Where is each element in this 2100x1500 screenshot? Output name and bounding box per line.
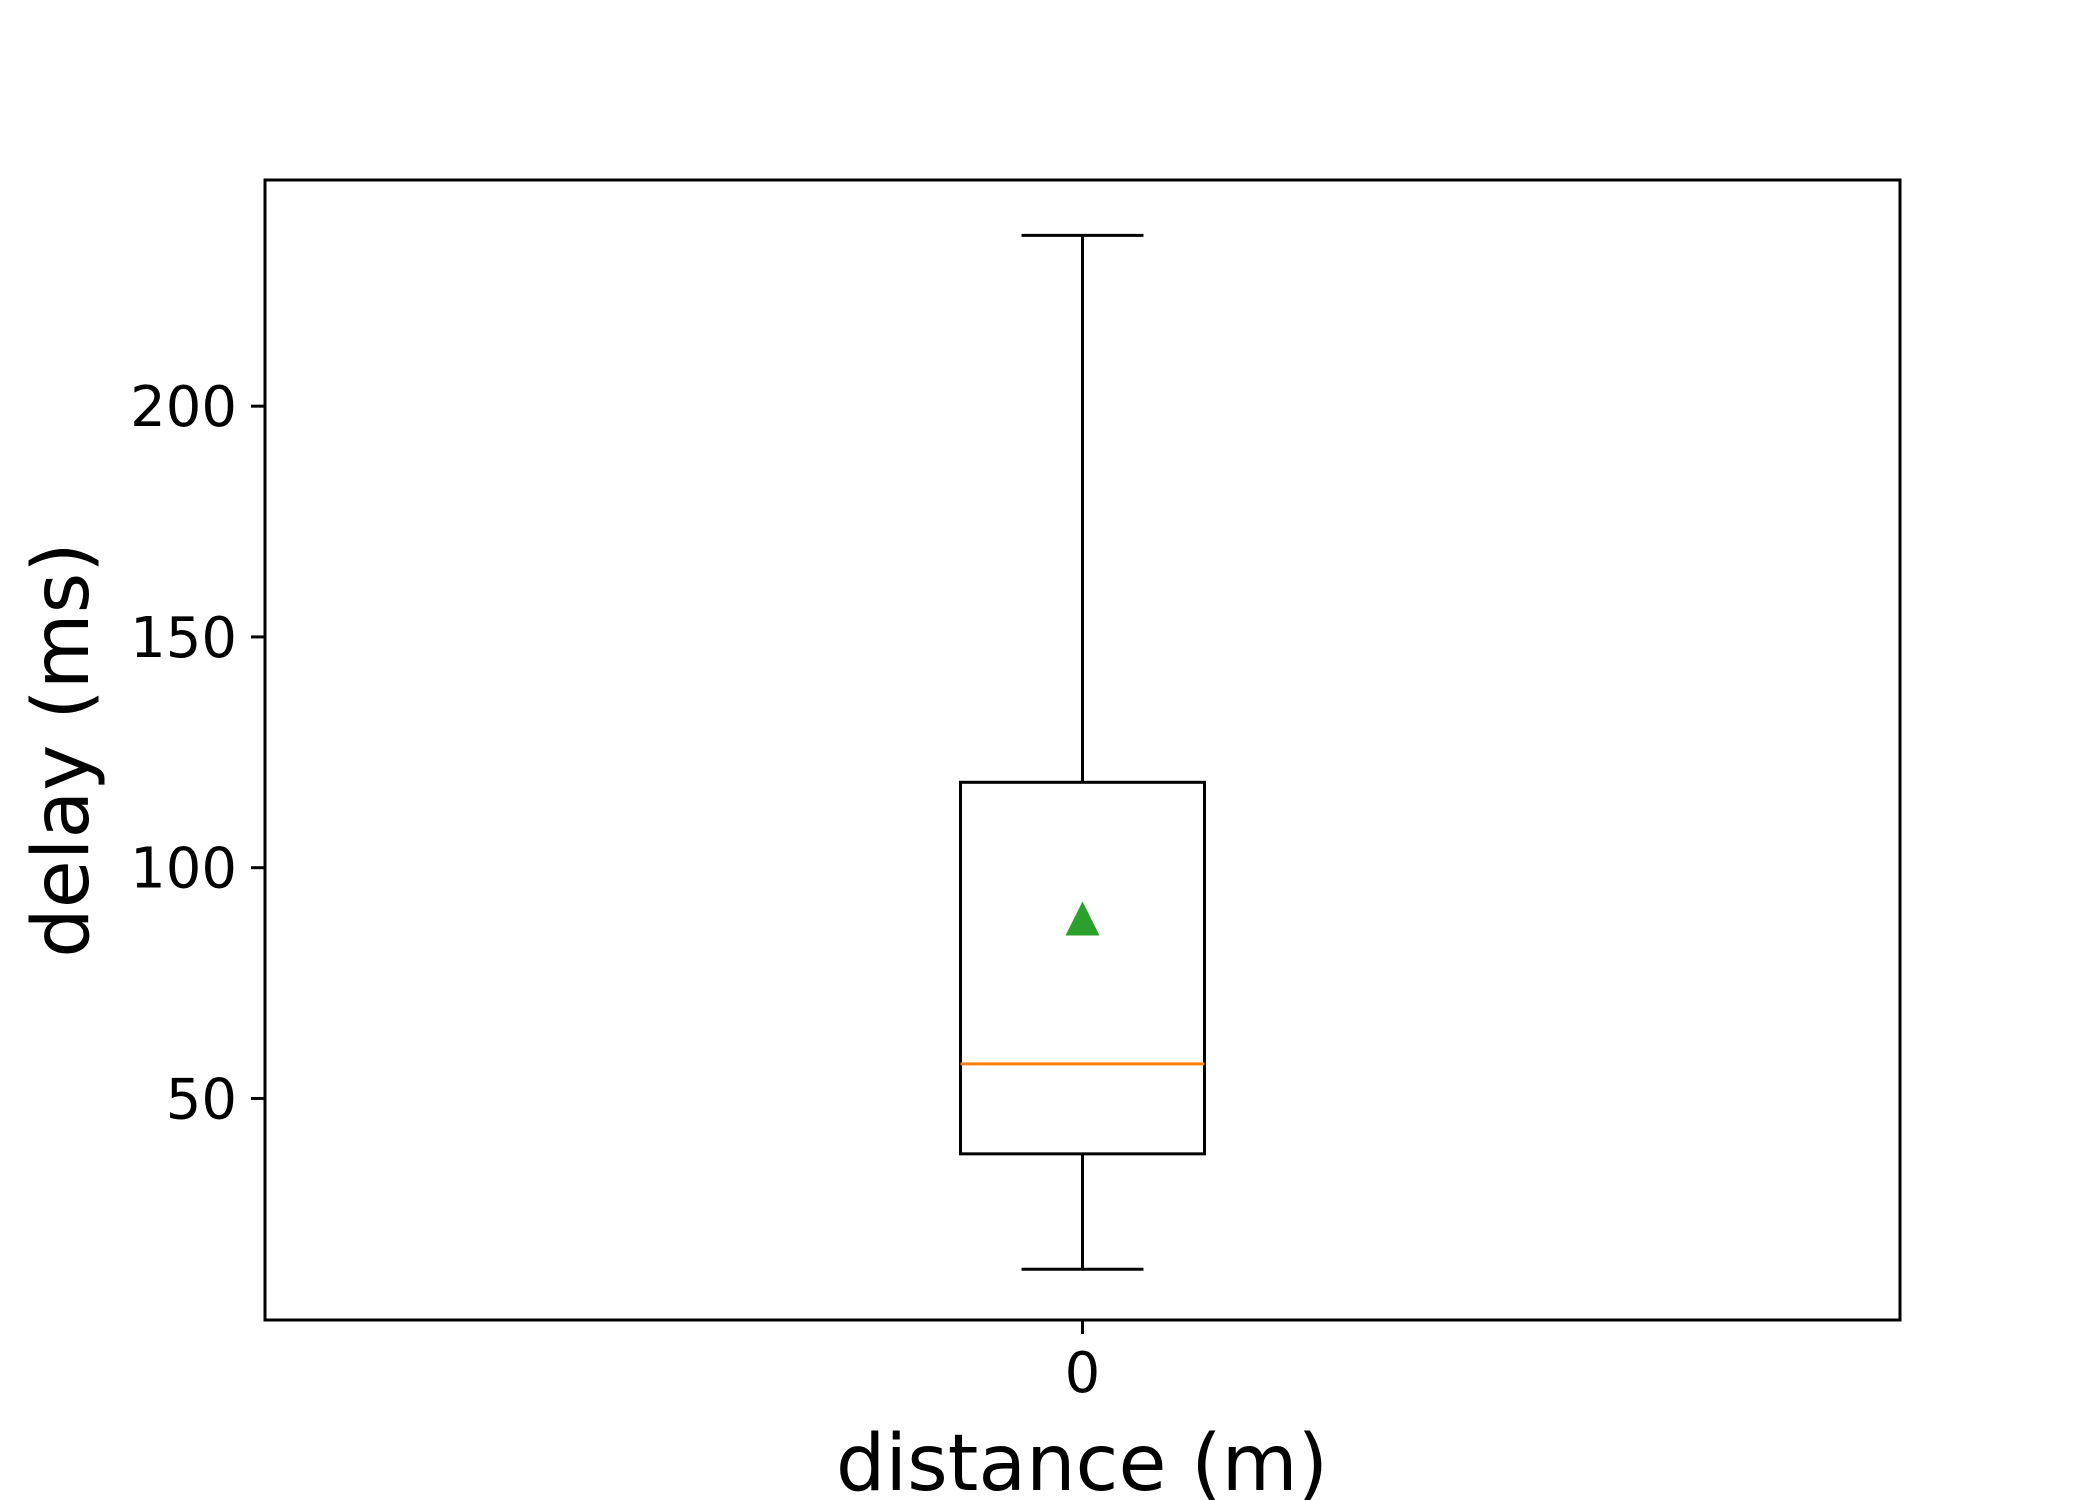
y-tick-label: 150 (130, 606, 237, 671)
y-axis-label: delay (ms) (17, 542, 107, 957)
y-tick-label: 50 (166, 1067, 237, 1132)
x-tick-label: 0 (1065, 1341, 1101, 1406)
y-axis-ticks: 50 100 150 200 (130, 375, 265, 1132)
x-axis-label: distance (m) (836, 1419, 1328, 1500)
iqr-box (959, 780, 1206, 1156)
mean-marker (1065, 901, 1100, 936)
x-axis-ticks: 0 (1065, 1320, 1101, 1406)
y-tick-label: 100 (130, 837, 237, 902)
y-tick-label: 200 (130, 375, 237, 440)
box-series (959, 233, 1206, 1271)
